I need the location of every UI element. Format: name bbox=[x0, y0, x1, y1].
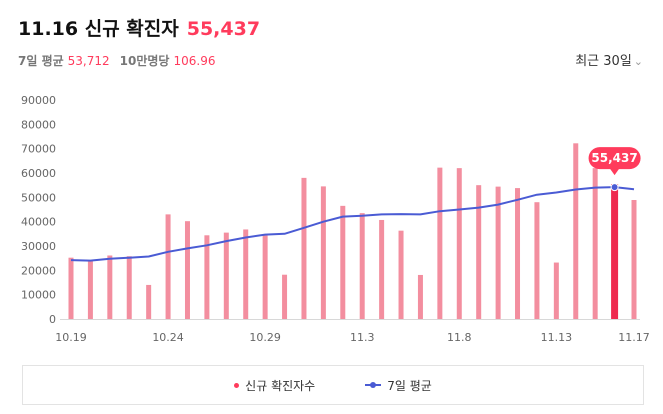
y-tick-label: 90000 bbox=[21, 94, 56, 107]
new-cases-count: 55,437 bbox=[186, 18, 261, 40]
bar bbox=[398, 230, 404, 319]
bar bbox=[379, 219, 385, 319]
bar bbox=[631, 200, 637, 319]
bar bbox=[437, 167, 443, 319]
avg-label: 7일 평균 bbox=[18, 54, 64, 68]
legend-label-cases: 신규 확진자수 bbox=[245, 378, 316, 393]
x-tick-label: 11.8 bbox=[447, 331, 472, 344]
bar bbox=[146, 284, 152, 319]
bar bbox=[592, 168, 598, 319]
bar bbox=[476, 185, 482, 319]
bar bbox=[320, 186, 326, 319]
x-tick-label: 10.29 bbox=[249, 331, 281, 344]
legend-dot-icon bbox=[234, 382, 240, 388]
bar bbox=[184, 221, 190, 319]
x-tick-label: 10.24 bbox=[152, 331, 184, 344]
bar bbox=[262, 235, 268, 319]
bar bbox=[107, 255, 113, 319]
range-selector[interactable]: 최근 30일 ⌄ bbox=[575, 50, 643, 69]
legend-item-avg[interactable]: 7일 평균 bbox=[365, 377, 432, 394]
bar bbox=[87, 260, 93, 319]
avg-line-point bbox=[610, 183, 619, 192]
y-tick-label: 20000 bbox=[21, 264, 56, 277]
bar bbox=[223, 232, 229, 319]
header: 11.16 신규 확진자 55,437 bbox=[18, 14, 260, 41]
bar bbox=[126, 256, 132, 319]
chart-legend: 신규 확진자수 7일 평균 bbox=[22, 365, 644, 405]
y-tick-label: 10000 bbox=[21, 289, 56, 302]
bar bbox=[68, 257, 74, 319]
y-tick-label: 50000 bbox=[21, 191, 56, 204]
cases-chart: 0 10000 20000 30000 40000 50000 60000 70000 8000… bbox=[21, 94, 650, 344]
tooltip-pointer bbox=[609, 168, 620, 176]
bar bbox=[282, 274, 288, 319]
avg-line bbox=[70, 186, 635, 262]
avg-value: 53,712 bbox=[67, 54, 110, 68]
per100k-value: 106.96 bbox=[173, 54, 216, 68]
y-tick-label: 30000 bbox=[21, 240, 56, 253]
bar bbox=[340, 205, 346, 319]
chevron-down-icon: ⌄ bbox=[633, 55, 643, 68]
x-tick-label: 11.13 bbox=[541, 331, 573, 344]
per100k-label: 10만명당 bbox=[119, 54, 170, 68]
y-tick-label: 0 bbox=[49, 313, 56, 326]
y-tick-label: 70000 bbox=[21, 143, 56, 156]
y-tick-label: 80000 bbox=[21, 118, 56, 131]
tooltip-bubble bbox=[588, 147, 641, 170]
tooltip-label: 55,437 bbox=[591, 151, 637, 165]
bar bbox=[243, 229, 249, 319]
range-selector-label: 최근 30일 bbox=[575, 54, 632, 69]
bar bbox=[359, 213, 365, 319]
x-tick-label: 10.19 bbox=[55, 331, 87, 344]
x-tick-label: 11.3 bbox=[350, 331, 375, 344]
x-tick-label: 11.17 bbox=[618, 331, 650, 344]
bar bbox=[301, 177, 307, 319]
y-tick-label: 60000 bbox=[21, 167, 56, 180]
legend-line-icon bbox=[365, 381, 382, 389]
y-tick-label: 40000 bbox=[21, 216, 56, 229]
legend-label-avg: 7일 평균 bbox=[387, 378, 432, 393]
bar-highlight bbox=[611, 184, 619, 319]
bar bbox=[553, 262, 559, 319]
page-title: 11.16 신규 확진자 bbox=[18, 18, 179, 40]
bar bbox=[573, 143, 579, 319]
bar bbox=[515, 188, 521, 319]
legend-item-cases[interactable]: 신규 확진자수 bbox=[234, 377, 315, 394]
summary-stats: 7일 평균 53,712 10만명당 106.96 bbox=[18, 52, 225, 69]
bar bbox=[204, 235, 210, 319]
bar bbox=[165, 214, 171, 319]
bar bbox=[534, 202, 540, 319]
bar bbox=[495, 186, 501, 319]
bar bbox=[417, 274, 423, 319]
bar bbox=[456, 168, 462, 319]
